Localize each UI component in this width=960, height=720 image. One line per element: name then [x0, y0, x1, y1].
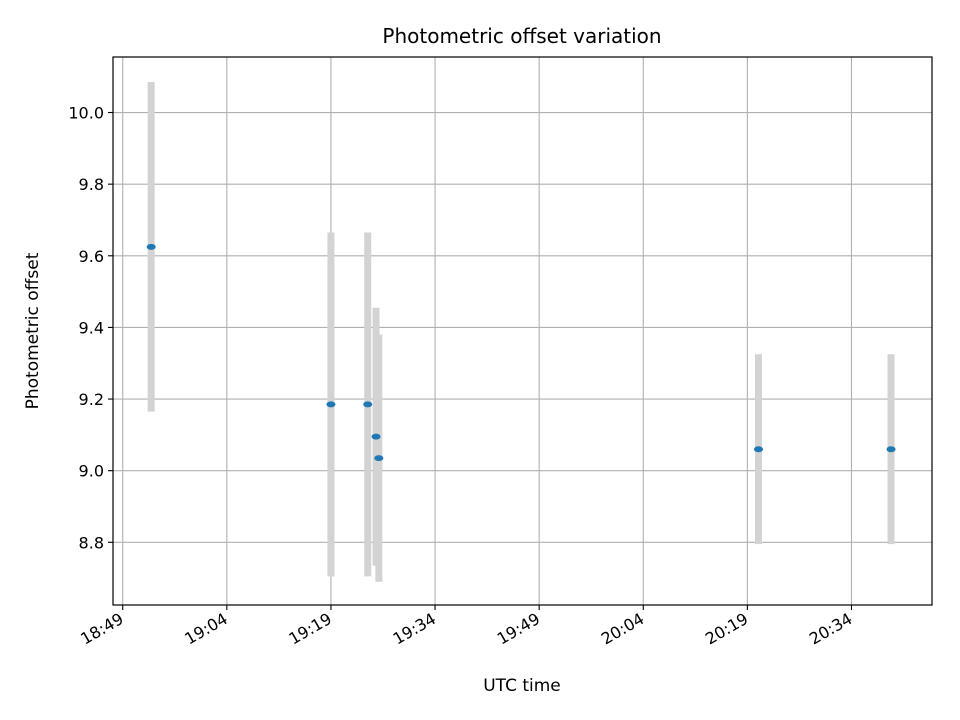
- y-tick-label: 9.6: [79, 247, 104, 266]
- grid: [113, 57, 932, 605]
- data-point: [371, 433, 381, 440]
- data-point: [326, 401, 336, 408]
- data-point: [374, 455, 384, 462]
- data-points: [146, 243, 896, 462]
- plot-frame: [112, 56, 933, 606]
- data-point: [363, 401, 373, 408]
- data-point: [886, 446, 896, 453]
- y-tick-label: 9.8: [79, 175, 104, 194]
- y-tick-label: 8.8: [79, 533, 104, 552]
- data-point: [146, 243, 156, 250]
- y-tick-label: 9.0: [79, 462, 104, 481]
- y-tick-label: 10.0: [68, 104, 104, 123]
- y-tick-label: 9.4: [79, 318, 104, 337]
- y-axis-label: Photometric offset: [23, 252, 43, 409]
- y-axis-ticks: 8.8 9.0 9.2 9.4 9.6 9.8 10.0: [68, 104, 113, 552]
- data-point: [753, 446, 763, 453]
- y-tick-label: 9.2: [79, 390, 104, 409]
- x-axis-label: UTC time: [483, 676, 561, 696]
- chart-title: Photometric offset variation: [382, 24, 661, 48]
